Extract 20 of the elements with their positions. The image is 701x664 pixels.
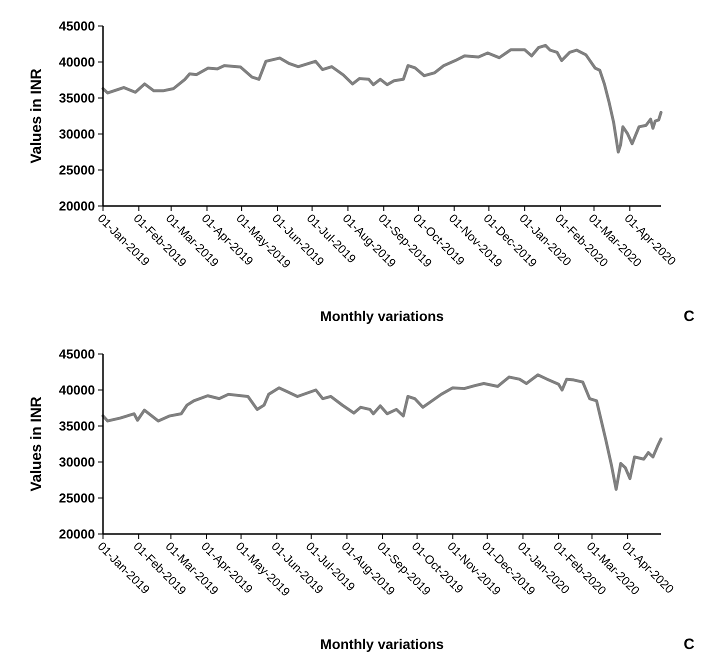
y-tick-label: 30000	[58, 454, 95, 470]
y-axis-title: Values in INR	[28, 396, 45, 492]
text: C	[684, 308, 695, 325]
y-tick-label: 35000	[58, 90, 95, 106]
y-tick-label: 25000	[58, 162, 95, 178]
x-axis-title: Monthly variations	[320, 636, 444, 652]
y-tick-label: 35000	[58, 418, 95, 434]
line-series	[102, 373, 662, 491]
text: C	[684, 636, 695, 653]
y-tick-label: 20000	[58, 526, 95, 542]
y-tick-label: 45000	[58, 18, 95, 34]
y-tick-label: 40000	[58, 382, 95, 398]
y-tick-label: 45000	[58, 346, 95, 362]
y-axis-title: Values in INR	[28, 68, 45, 164]
y-tick-label: 30000	[58, 126, 95, 142]
y-tick-label: 25000	[58, 490, 95, 506]
x-axis-title: Monthly variations	[320, 308, 444, 324]
line-series	[102, 44, 662, 154]
y-tick-label: 20000	[58, 198, 95, 214]
y-tick-label: 40000	[58, 54, 95, 70]
